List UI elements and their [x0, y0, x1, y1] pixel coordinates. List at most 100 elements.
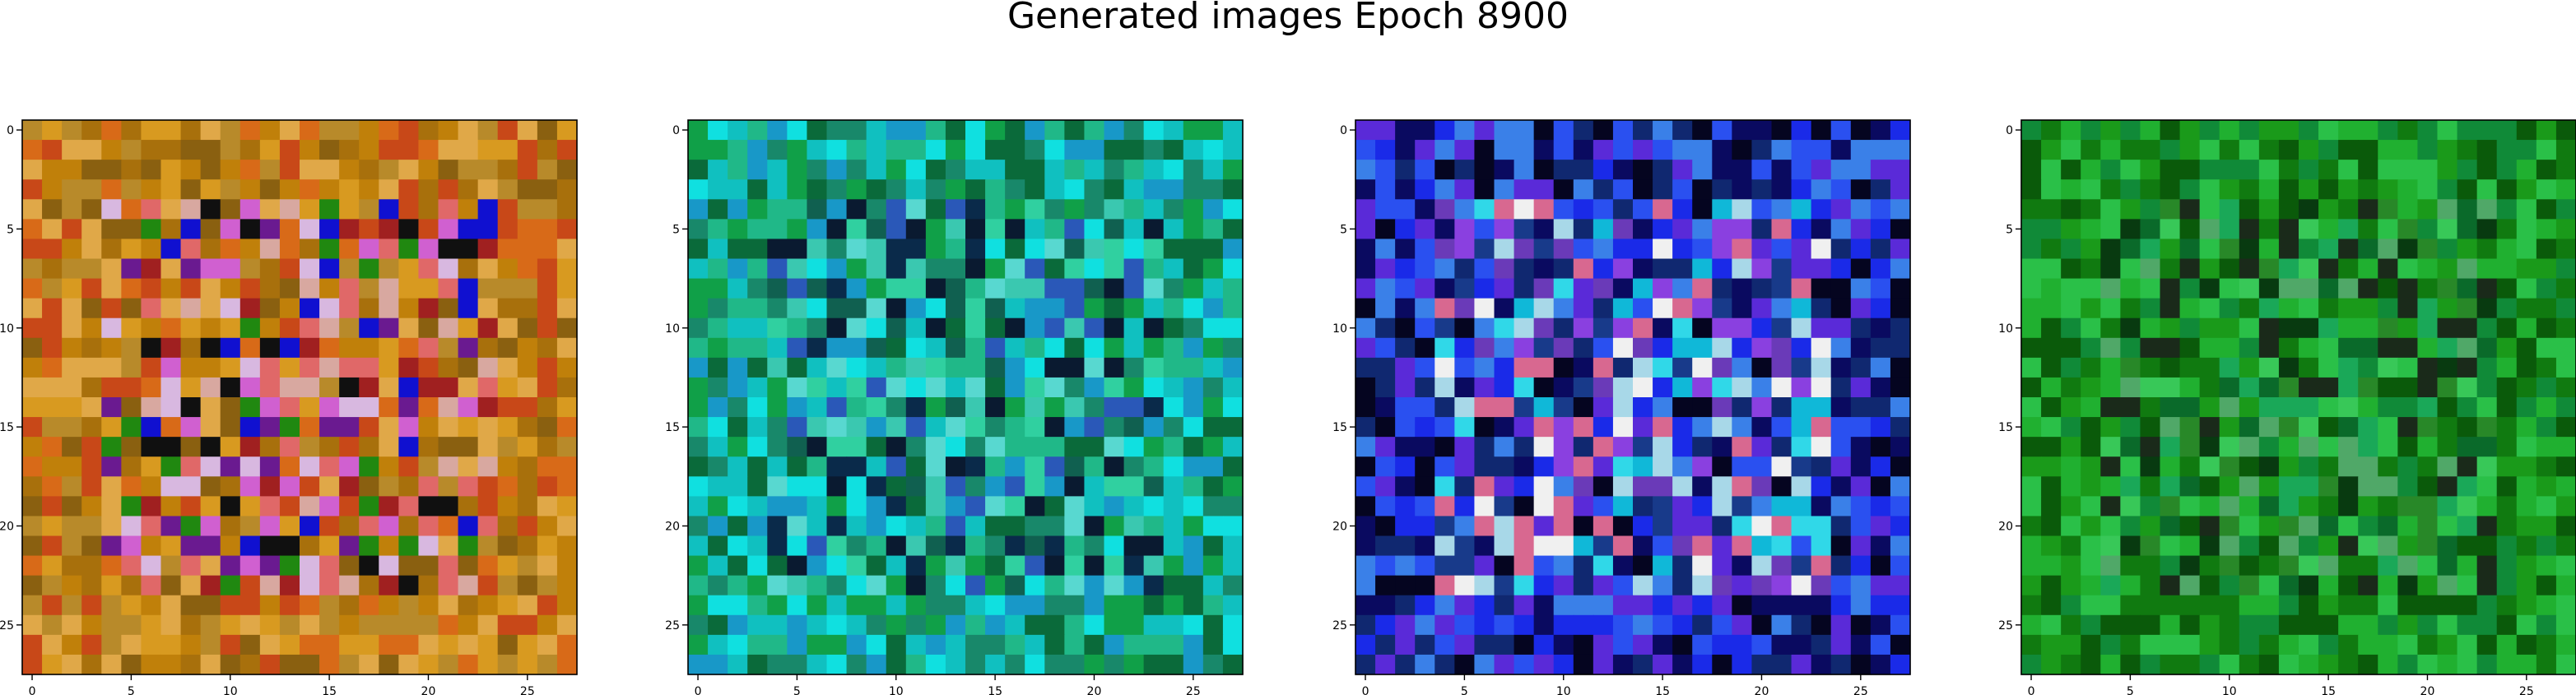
- image-pixel: [418, 357, 439, 378]
- image-pixel: [141, 614, 162, 636]
- image-pixel: [1005, 634, 1025, 656]
- image-pixel: [458, 160, 479, 180]
- image-pixel: [2299, 357, 2319, 378]
- image-pixel: [2258, 595, 2280, 616]
- image-pixel: [2021, 298, 2042, 319]
- image-pixel: [418, 160, 439, 180]
- image-pixel: [1771, 160, 1793, 180]
- image-pixel: [1830, 516, 1852, 537]
- image-pixel: [1005, 476, 1025, 497]
- image-pixel: [1084, 377, 1105, 398]
- image-pixel: [556, 140, 578, 160]
- image-pixel: [517, 456, 538, 477]
- image-pixel: [180, 614, 202, 636]
- image-pixel: [2021, 239, 2042, 260]
- image-pixel: [2120, 456, 2141, 477]
- image-pixel: [2457, 535, 2478, 557]
- image-pixel: [259, 634, 281, 656]
- image-pixel: [1494, 654, 1515, 675]
- image-pixel: [2100, 140, 2121, 160]
- image-pixel: [985, 179, 1006, 200]
- image-pixel: [1712, 634, 1732, 656]
- image-pixel: [141, 397, 162, 418]
- image-pixel: [556, 120, 578, 141]
- image-pixel: [1612, 516, 1634, 537]
- image-pixel: [1375, 258, 1396, 280]
- image-pixel: [2299, 258, 2319, 280]
- image-pixel: [1533, 476, 1555, 497]
- image-pixel: [767, 317, 788, 339]
- image-pixel: [2021, 456, 2042, 477]
- image-pixel: [1084, 397, 1105, 418]
- image-pixel: [1104, 337, 1125, 359]
- image-pixel: [1395, 140, 1416, 160]
- image-pixel: [2278, 456, 2299, 477]
- image-pixel: [1355, 199, 1376, 220]
- image-pixel: [747, 397, 768, 418]
- image-pixel: [1890, 555, 1911, 577]
- image-pixel: [1025, 397, 1045, 418]
- image-pixel: [1692, 140, 1713, 160]
- image-pixel: [438, 654, 459, 675]
- image-pixel: [1751, 140, 1773, 160]
- image-pixel: [2299, 476, 2319, 497]
- image-pixel: [2338, 397, 2359, 418]
- image-pixel: [1712, 575, 1732, 596]
- image-pixel: [1454, 634, 1476, 656]
- image-pixel: [2457, 555, 2478, 577]
- image-pixel: [1005, 555, 1025, 577]
- image-pixel: [22, 614, 43, 636]
- image-pixel: [62, 437, 82, 457]
- image-pixel: [2041, 535, 2062, 557]
- image-pixel: [2555, 634, 2576, 656]
- image-pixel: [200, 496, 221, 517]
- x-tick-label: 5: [128, 685, 135, 695]
- image-pixel: [1454, 357, 1476, 378]
- image-pixel: [2536, 317, 2557, 339]
- image-pixel: [2397, 357, 2419, 378]
- image-pixel: [2476, 654, 2498, 675]
- image-pixel: [2437, 239, 2458, 260]
- image-pixel: [497, 476, 518, 497]
- image-pixel: [259, 120, 281, 141]
- image-pixel: [1084, 199, 1105, 220]
- image-pixel: [1830, 179, 1852, 200]
- image-pixel: [497, 535, 518, 557]
- image-pixel: [1494, 535, 1515, 557]
- image-pixel: [2239, 575, 2260, 596]
- image-pixel: [1064, 456, 1086, 477]
- image-pixel: [1005, 496, 1025, 517]
- image-pixel: [767, 140, 788, 160]
- image-pixel: [418, 219, 439, 240]
- image-pixel: [2516, 476, 2537, 497]
- image-pixel: [1163, 437, 1184, 457]
- image-pixel: [1653, 140, 1673, 160]
- image-pixel: [22, 397, 43, 418]
- image-pixel: [1771, 278, 1793, 299]
- image-pixel: [1474, 179, 1495, 200]
- image-pixel: [1474, 595, 1495, 616]
- image-pixel: [2081, 377, 2101, 398]
- image-pixel: [2476, 140, 2498, 160]
- image-pixel: [2140, 140, 2161, 160]
- image-pixel: [2100, 397, 2121, 418]
- image-pixel: [2536, 437, 2557, 457]
- image-pixel: [905, 179, 927, 200]
- image-pixel: [1025, 337, 1045, 359]
- image-pixel: [477, 476, 499, 497]
- image-pixel: [1890, 456, 1911, 477]
- image-pixel: [1434, 140, 1455, 160]
- image-pixel: [200, 535, 221, 557]
- image-pixel: [708, 337, 728, 359]
- image-pixel: [2061, 476, 2081, 497]
- image-pixel: [22, 595, 43, 616]
- image-pixel: [220, 120, 241, 141]
- image-pixel: [1633, 634, 1653, 656]
- image-pixel: [1104, 199, 1125, 220]
- image-pixel: [42, 258, 63, 280]
- image-pixel: [2278, 516, 2299, 537]
- image-pixel: [866, 535, 887, 557]
- image-pixel: [905, 516, 927, 537]
- image-pixel: [1494, 199, 1515, 220]
- image-pixel: [1454, 496, 1476, 517]
